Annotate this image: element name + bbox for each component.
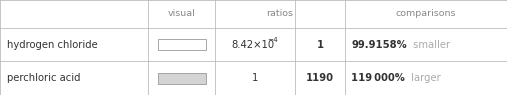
Bar <box>158 39 205 50</box>
Text: comparisons: comparisons <box>396 10 456 19</box>
Text: 119 000%: 119 000% <box>351 73 405 83</box>
Text: −4: −4 <box>268 36 278 42</box>
Text: perchloric acid: perchloric acid <box>7 73 81 83</box>
Text: visual: visual <box>168 10 195 19</box>
Text: 99.9158%: 99.9158% <box>351 40 407 49</box>
Text: larger: larger <box>408 73 441 83</box>
Text: smaller: smaller <box>410 40 450 49</box>
Text: 1: 1 <box>316 40 323 49</box>
Text: 8.42×10: 8.42×10 <box>231 40 275 49</box>
Text: ratios: ratios <box>267 10 294 19</box>
Text: hydrogen chloride: hydrogen chloride <box>7 40 98 49</box>
Text: 1: 1 <box>252 73 258 83</box>
Bar <box>158 72 205 84</box>
Text: 1190: 1190 <box>306 73 334 83</box>
